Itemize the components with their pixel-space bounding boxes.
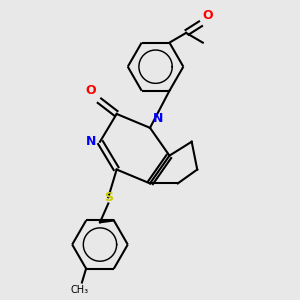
Text: N: N [153,112,163,125]
Text: O: O [85,84,96,97]
Text: S: S [104,191,113,204]
Text: N: N [85,135,96,148]
Text: CH₃: CH₃ [70,285,88,295]
Text: O: O [203,9,213,22]
